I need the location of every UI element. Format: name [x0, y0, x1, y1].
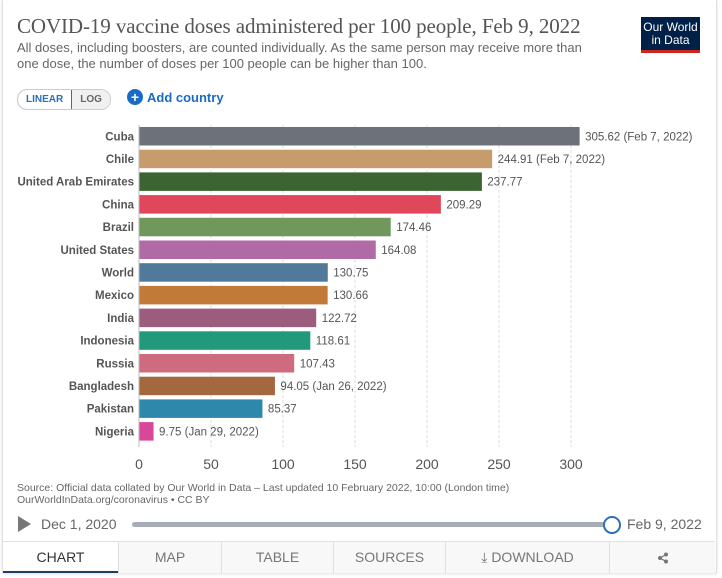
x-tick-label: 250	[487, 456, 511, 472]
bar[interactable]	[139, 127, 580, 146]
category-label[interactable]: Russia	[96, 358, 134, 370]
chart-subtitle: All doses, including boosters, are count…	[17, 40, 582, 71]
bar[interactable]	[139, 308, 317, 328]
value-label: 209.29	[446, 199, 481, 211]
add-country-label: Add country	[147, 89, 224, 105]
x-tick-label: 50	[203, 456, 219, 472]
category-label[interactable]: Mexico	[95, 290, 134, 302]
bar[interactable]	[139, 331, 311, 350]
value-label: 164.08	[381, 245, 416, 257]
bar[interactable]	[139, 399, 263, 418]
x-tick-label: 200	[415, 456, 439, 472]
source-line-1: Source: Official data collated by Our Wo…	[17, 482, 510, 494]
category-label[interactable]: China	[102, 199, 135, 211]
category-label[interactable]: Nigeria	[95, 426, 135, 438]
category-label[interactable]: Indonesia	[80, 336, 134, 348]
add-country-button[interactable]: + Add country	[127, 89, 224, 105]
value-label: 305.62 (Feb 7, 2022)	[585, 131, 693, 143]
tab-map[interactable]: MAP	[118, 542, 221, 573]
log-scale-button[interactable]: LOG	[72, 90, 110, 109]
bar[interactable]	[139, 263, 328, 282]
bar[interactable]	[139, 172, 482, 191]
value-label: 130.75	[333, 267, 368, 279]
x-tick-label: 100	[271, 456, 295, 472]
bar[interactable]	[139, 376, 275, 396]
category-label[interactable]: Cuba	[105, 131, 134, 143]
timeline-end-label: Feb 9, 2022	[627, 516, 702, 532]
tab-bar: CHART MAP TABLE SOURCES ⤓ DOWNLOAD	[3, 541, 715, 573]
plus-circle-icon: +	[127, 89, 143, 105]
bar[interactable]	[139, 195, 441, 214]
bar[interactable]	[139, 285, 328, 305]
category-label[interactable]: Pakistan	[87, 404, 134, 416]
logo-line-2: in Data	[651, 33, 690, 47]
bar[interactable]	[139, 354, 295, 373]
share-icon	[657, 552, 668, 564]
scale-toggle: LINEAR LOG	[17, 89, 111, 110]
bar[interactable]	[139, 217, 391, 237]
tab-sources[interactable]: SOURCES	[333, 542, 445, 573]
value-label: 85.37	[268, 404, 297, 416]
bar-chart: Cuba Chile United Arab Emirates China Brazil…	[17, 125, 693, 472]
tab-table[interactable]: TABLE	[221, 542, 333, 573]
value-label: 237.77	[487, 177, 522, 189]
value-label: 107.43	[300, 358, 335, 370]
logo-line-1: Our World	[643, 20, 698, 34]
x-tick-label: 300	[559, 456, 583, 472]
category-label[interactable]: Chile	[106, 154, 134, 166]
timeline: Dec 1, 2020 Feb 9, 2022	[15, 513, 705, 537]
bar[interactable]	[139, 149, 493, 169]
category-label[interactable]: World	[102, 267, 134, 279]
category-label[interactable]: Brazil	[103, 222, 134, 234]
category-labels: Cuba Chile United Arab Emirates China Brazil…	[17, 131, 134, 438]
timeline-slider-handle[interactable]	[603, 516, 621, 534]
owid-logo[interactable]: Our World in Data	[641, 17, 700, 53]
timeline-slider-track[interactable]	[132, 522, 612, 527]
source-line-2[interactable]: OurWorldInData.org/coronavirus • CC BY	[17, 494, 210, 506]
download-icon: ⤓	[481, 549, 492, 565]
value-label: 94.05 (Jan 26, 2022)	[280, 381, 386, 393]
source-note: Source: Official data collated by Our Wo…	[17, 482, 509, 506]
value-label: 130.66	[333, 290, 368, 302]
chart-title: COVID-19 vaccine doses administered per …	[17, 14, 581, 38]
timeline-start-label: Dec 1, 2020	[41, 516, 117, 532]
x-axis-ticks: 0 50 100 150 200 250 300	[135, 456, 583, 472]
value-label: 118.61	[316, 336, 350, 348]
value-label: 122.72	[322, 313, 357, 325]
tab-chart[interactable]: CHART	[3, 542, 118, 573]
category-label[interactable]: United Arab Emirates	[17, 177, 134, 189]
x-tick-label: 0	[135, 456, 143, 472]
tab-share[interactable]	[609, 542, 715, 573]
tab-download[interactable]: ⤓ DOWNLOAD	[445, 542, 609, 573]
bar[interactable]	[139, 422, 154, 441]
category-label[interactable]: Bangladesh	[69, 381, 134, 393]
linear-scale-button[interactable]: LINEAR	[17, 90, 73, 109]
category-label[interactable]: United States	[61, 245, 135, 257]
value-label: 174.46	[396, 222, 431, 234]
play-icon[interactable]	[18, 516, 31, 532]
value-labels: 305.62 (Feb 7, 2022) 244.91 (Feb 7, 2022)…	[159, 131, 693, 438]
category-label[interactable]: India	[107, 313, 134, 325]
x-tick-label: 150	[343, 456, 367, 472]
bar[interactable]	[139, 240, 376, 260]
value-label: 244.91 (Feb 7, 2022)	[498, 154, 606, 166]
value-label: 9.75 (Jan 29, 2022)	[159, 426, 259, 438]
bars	[139, 127, 580, 441]
tab-download-label: DOWNLOAD	[491, 549, 574, 565]
